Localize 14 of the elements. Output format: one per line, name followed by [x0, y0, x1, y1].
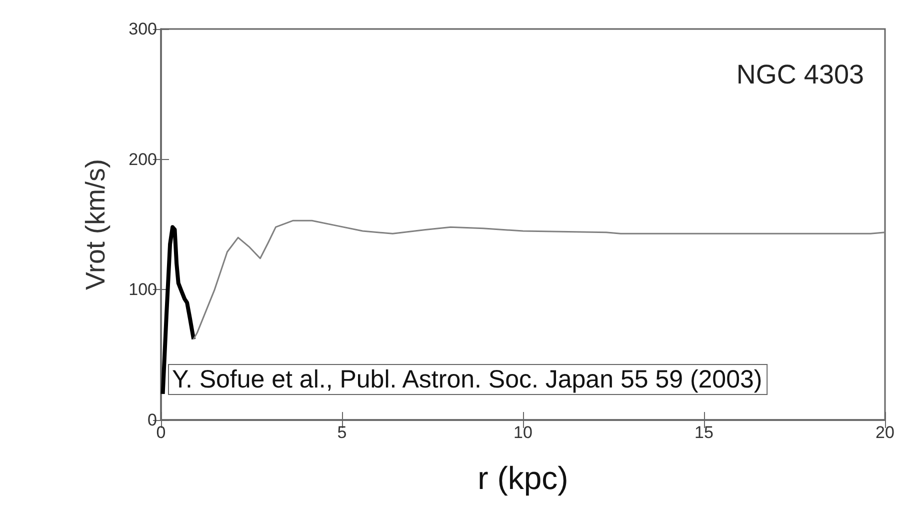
x-tick-label: 20 [876, 423, 894, 442]
line-series [192, 220, 886, 340]
line-series [160, 225, 196, 396]
y-axis-title: Vrot (km/s) [80, 159, 110, 290]
x-tick-label: 10 [514, 423, 532, 442]
x-tick-label: 15 [694, 423, 714, 442]
y-tick-label: 0 [148, 410, 157, 430]
text: NGC 4303 [736, 60, 864, 90]
y-tick-label: 100 [128, 280, 157, 300]
annotation: Y. Sofue et al., Publ. Astron. Soc. Japan 55 59 (2003) [172, 366, 762, 394]
y-tick-label: 300 [128, 20, 157, 38]
y-tick-label: 200 [128, 150, 157, 169]
x-tick-label: 5 [337, 423, 347, 442]
x-axis-title: r (kpc) [478, 460, 568, 496]
